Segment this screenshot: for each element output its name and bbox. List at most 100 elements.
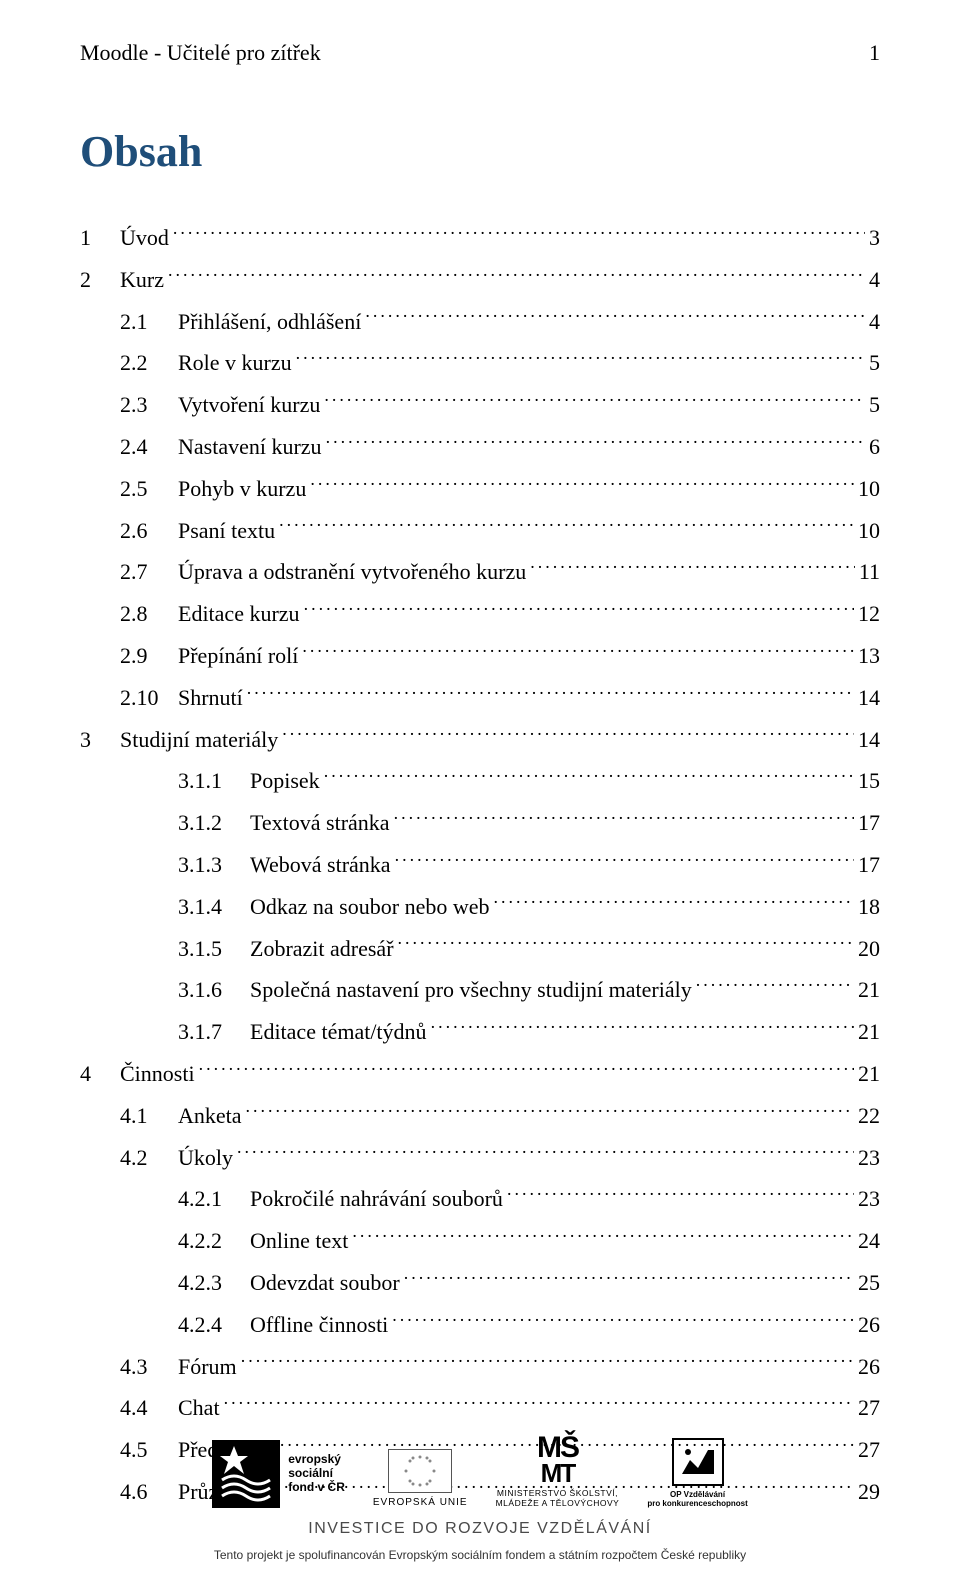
toc-label: Zobrazit adresář: [250, 928, 394, 970]
toc-num: 4.2.3: [178, 1262, 250, 1304]
toc-entry: 4.2Úkoly23: [80, 1137, 880, 1179]
toc-dots: [696, 975, 854, 997]
toc-page: 25: [858, 1262, 880, 1304]
toc-page: 5: [869, 384, 880, 426]
toc-label: Chat: [178, 1387, 220, 1429]
toc-num: 3.1.6: [178, 969, 250, 1011]
toc-page: 23: [858, 1178, 880, 1220]
toc-label: Online text: [250, 1220, 348, 1262]
opvk-line1: OP Vzdělávání: [647, 1490, 747, 1499]
toc-entry: 4.2.2Online text24: [80, 1220, 880, 1262]
funding-line: Tento projekt je spolufinancován Evropsk…: [0, 1548, 960, 1562]
toc-dots: [246, 1101, 854, 1123]
opvk-icon: [672, 1438, 724, 1486]
toc-entry: 4.2.1Pokročilé nahrávání souborů 23: [80, 1178, 880, 1220]
toc-num: 2.10: [120, 677, 178, 719]
page-header: Moodle - Učitelé pro zítřek 1: [80, 40, 880, 66]
esf-text-2: sociální: [288, 1467, 345, 1481]
toc-page: 14: [858, 677, 880, 719]
toc-entry: 2.1Přihlášení, odhlášení4: [80, 301, 880, 343]
toc-num: 4: [80, 1053, 120, 1095]
toc-label: Odkaz na soubor nebo web: [250, 886, 490, 928]
toc-label: Vytvoření kurzu: [178, 384, 320, 426]
toc-dots: [324, 390, 865, 412]
toc-num: 3.1.5: [178, 928, 250, 970]
toc-label: Role v kurzu: [178, 342, 292, 384]
toc-entry: 2.10Shrnutí14: [80, 677, 880, 719]
toc-label: Offline činnosti: [250, 1304, 388, 1346]
toc-num: 4.2.2: [178, 1220, 250, 1262]
toc-entry: 3.1.7Editace témat/týdnů21: [80, 1011, 880, 1053]
msmt-logo: MŠMT MINISTERSTVO ŠKOLSTVÍ, MLÁDEŽE A TĚ…: [496, 1435, 620, 1508]
toc-label: Webová stránka: [250, 844, 391, 886]
toc-num: 2.2: [120, 342, 178, 384]
toc-num: 1: [80, 217, 120, 259]
toc-dots: [392, 1310, 854, 1332]
toc-dots: [530, 557, 855, 579]
toc-dots: [247, 683, 854, 705]
toc-entry: 2.3Vytvoření kurzu 5: [80, 384, 880, 426]
eu-flag-icon: [388, 1449, 452, 1493]
toc-entry: 2Kurz4: [80, 259, 880, 301]
toc-num: 4.3: [120, 1346, 178, 1388]
toc-dots: [398, 934, 854, 956]
toc-entry: 3.1.1Popisek 15: [80, 760, 880, 802]
toc-entry: 4.3Fórum26: [80, 1346, 880, 1388]
toc-num: 3.1.7: [178, 1011, 250, 1053]
toc-label: Pokročilé nahrávání souborů: [250, 1178, 503, 1220]
toc-entry: 2.8Editace kurzu12: [80, 593, 880, 635]
opvk-logo: OP Vzdělávání pro konkurenceschopnost: [647, 1438, 747, 1508]
toc-page: 21: [858, 1011, 880, 1053]
toc-dots: [224, 1393, 854, 1415]
table-of-contents: 1Úvod 32Kurz42.1Přihlášení, odhlášení42.2…: [80, 217, 880, 1513]
toc-label: Přepínání rolí: [178, 635, 298, 677]
toc-entry: 4Činnosti21: [80, 1053, 880, 1095]
toc-num: 3.1.1: [178, 760, 250, 802]
toc-page: 22: [858, 1095, 880, 1137]
toc-dots: [173, 223, 865, 245]
msmt-icon: MŠMT: [496, 1435, 620, 1486]
toc-entry: 1Úvod 3: [80, 217, 880, 259]
toc-label: Úvod: [120, 217, 169, 259]
esf-text-1: evropský: [288, 1453, 345, 1467]
toc-dots: [431, 1017, 854, 1039]
esf-icon: [212, 1440, 280, 1508]
toc-num: 2.5: [120, 468, 178, 510]
toc-dots: [326, 432, 865, 454]
toc-page: 3: [869, 217, 880, 259]
toc-page: 12: [858, 593, 880, 635]
toc-dots: [324, 766, 854, 788]
toc-page: 14: [858, 719, 880, 761]
toc-entry: 3.1.4Odkaz na soubor nebo web18: [80, 886, 880, 928]
toc-num: 4.2.1: [178, 1178, 250, 1220]
toc-entry: 2.7Úprava a odstranění vytvořeného kurzu…: [80, 551, 880, 593]
toc-entry: 4.1Anketa22: [80, 1095, 880, 1137]
toc-label: Nastavení kurzu: [178, 426, 322, 468]
toc-label: Textová stránka: [250, 802, 390, 844]
toc-page: 6: [869, 426, 880, 468]
toc-dots: [395, 850, 854, 872]
toc-num: 4.2.4: [178, 1304, 250, 1346]
toc-entry: 3.1.2Textová stránka17: [80, 802, 880, 844]
eu-logo: EVROPSKÁ UNIE: [373, 1449, 468, 1508]
toc-num: 2.9: [120, 635, 178, 677]
toc-page: 15: [858, 760, 880, 802]
toc-dots: [365, 307, 865, 329]
toc-dots: [199, 1059, 854, 1081]
toc-num: 3.1.2: [178, 802, 250, 844]
toc-page: 11: [859, 551, 880, 593]
toc-num: 3.1.4: [178, 886, 250, 928]
header-title: Moodle - Učitelé pro zítřek: [80, 40, 321, 66]
toc-entry: 2.5Pohyb v kurzu10: [80, 468, 880, 510]
toc-label: Popisek: [250, 760, 320, 802]
toc-label: Kurz: [120, 259, 164, 301]
toc-num: 2.3: [120, 384, 178, 426]
esf-logo: evropský sociální fond v ČR: [212, 1440, 345, 1508]
toc-entry: 4.2.4Offline činnosti26: [80, 1304, 880, 1346]
toc-label: Editace kurzu: [178, 593, 300, 635]
msmt-line1: MINISTERSTVO ŠKOLSTVÍ,: [496, 1488, 620, 1498]
toc-label: Anketa: [178, 1095, 242, 1137]
toc-num: 2.7: [120, 551, 178, 593]
invest-line: INVESTICE DO ROZVOJE VZDĚLÁVÁNÍ: [0, 1520, 960, 1538]
toc-label: Činnosti: [120, 1053, 195, 1095]
